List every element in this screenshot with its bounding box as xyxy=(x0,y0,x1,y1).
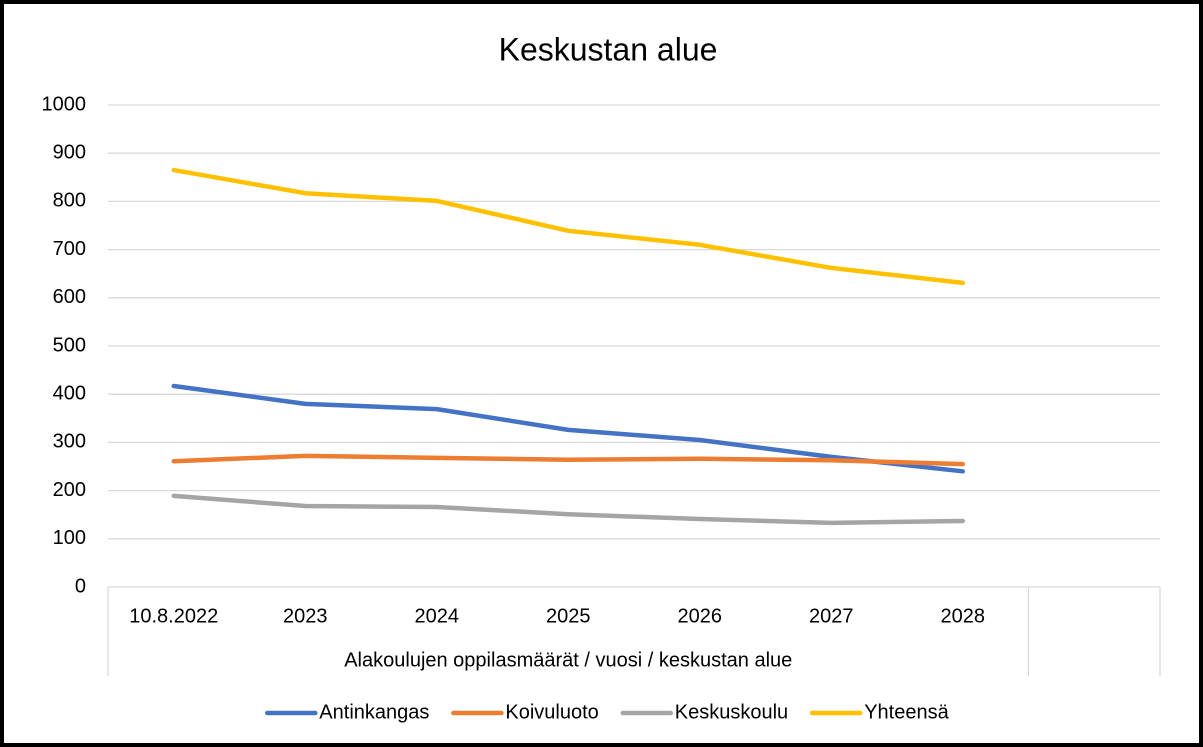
legend-label: Antinkangas xyxy=(319,701,429,723)
y-tick-label: 100 xyxy=(53,527,86,549)
y-tick-label: 700 xyxy=(53,238,86,260)
legend-label: Yhteensä xyxy=(864,701,949,723)
x-tick-label: 2025 xyxy=(546,605,591,627)
x-tick-label: 2024 xyxy=(415,605,460,627)
x-tick-label: 2028 xyxy=(941,605,986,627)
x-tick-label: 2023 xyxy=(283,605,328,627)
y-tick-label: 200 xyxy=(53,479,86,501)
legend-label: Keskuskoulu xyxy=(675,701,788,723)
y-tick-label: 500 xyxy=(53,334,86,356)
y-tick-label: 0 xyxy=(75,575,86,597)
series-line xyxy=(171,383,965,474)
legend-label: Koivuluoto xyxy=(505,701,598,723)
x-tick-label: 2026 xyxy=(678,605,723,627)
series-line xyxy=(171,493,965,526)
x-tick-label: 10.8.2022 xyxy=(129,605,218,627)
x-axis-title: Alakoulujen oppilasmäärät / vuosi / kesk… xyxy=(344,649,792,671)
y-tick-label: 400 xyxy=(53,382,86,404)
y-tick-label: 1000 xyxy=(42,93,87,115)
x-tick-label: 2027 xyxy=(809,605,854,627)
y-tick-label: 300 xyxy=(53,431,86,453)
y-tick-label: 800 xyxy=(53,190,86,212)
series-line xyxy=(171,167,965,286)
y-tick-label: 600 xyxy=(53,286,86,308)
series-line xyxy=(171,453,965,467)
y-tick-label: 900 xyxy=(53,141,86,163)
chart-title: Keskustan alue xyxy=(499,31,718,67)
